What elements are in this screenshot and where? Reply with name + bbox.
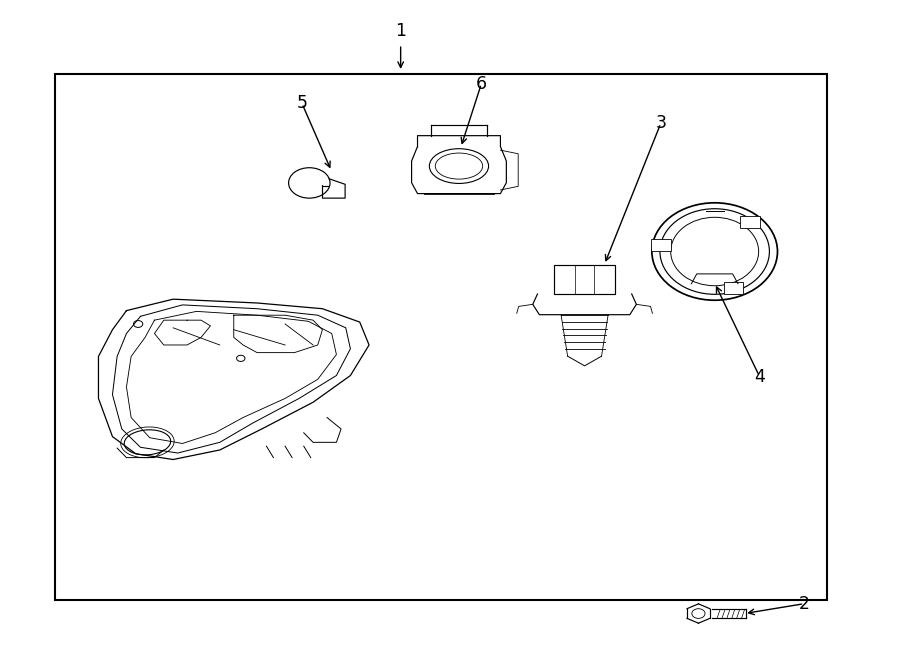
Bar <box>651 239 670 251</box>
Text: 1: 1 <box>395 22 406 40</box>
Text: 5: 5 <box>296 95 308 112</box>
Bar <box>740 216 760 228</box>
Text: 2: 2 <box>799 595 810 613</box>
Text: 6: 6 <box>476 75 487 93</box>
Bar <box>724 282 743 293</box>
Bar <box>554 265 615 294</box>
Text: 4: 4 <box>754 368 765 385</box>
Bar <box>55 74 827 600</box>
Text: 3: 3 <box>655 114 666 132</box>
